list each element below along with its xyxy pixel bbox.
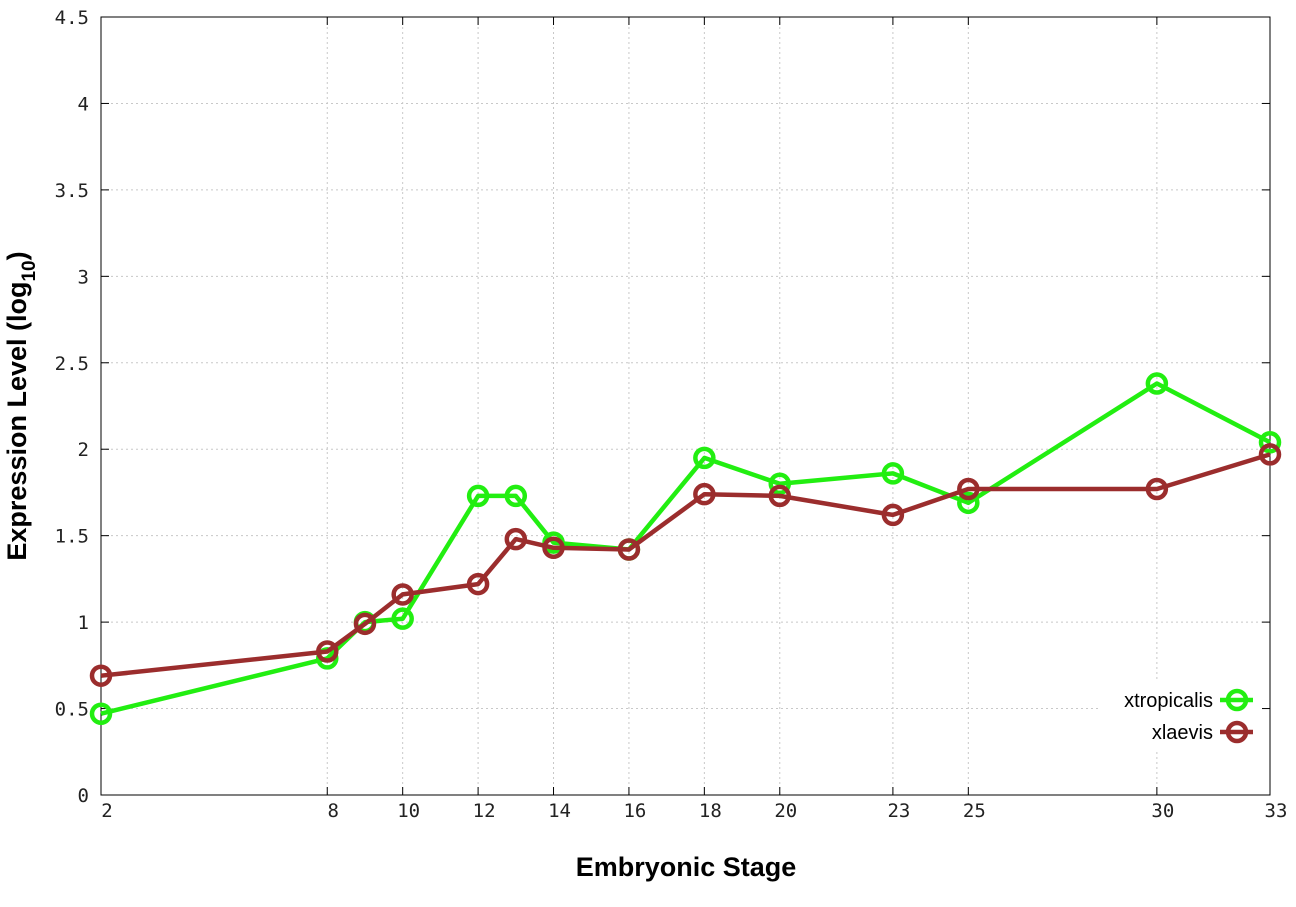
legend-label-xtropicalis: xtropicalis (1124, 690, 1213, 712)
x-tick-label: 16 (623, 800, 646, 822)
data-point-xtropicalis (693, 446, 716, 470)
x-tick-label: 14 (548, 800, 571, 822)
y-tick-label: 0.5 (55, 699, 89, 721)
data-point-xlaevis (1145, 477, 1169, 501)
data-point-xlaevis (1258, 443, 1282, 466)
data-point-xtropicalis (466, 484, 490, 508)
series-group (89, 372, 1282, 725)
legend-marker-xlaevis (1225, 720, 1249, 744)
y-tick-label: 1.5 (55, 526, 89, 548)
gridlines (101, 17, 1270, 795)
plot-frame (100, 16, 1271, 796)
data-point-xlaevis (957, 477, 980, 501)
x-tick-label: 12 (473, 800, 496, 822)
data-point-xlaevis (881, 503, 905, 527)
data-point-xlaevis (617, 538, 641, 561)
data-point-xlaevis (693, 482, 716, 506)
x-tick-label: 30 (1151, 800, 1174, 822)
y-tick-label: 4.5 (55, 7, 89, 29)
x-tick-label: 33 (1265, 800, 1288, 822)
data-point-xtropicalis (504, 484, 528, 508)
y-axis-title: Expression Level (log10) (2, 251, 40, 560)
legend: xtropicalis xlaevis (1100, 680, 1262, 750)
data-point-xtropicalis (1258, 431, 1282, 454)
y-tick-label: 1 (78, 612, 89, 634)
data-point-xlaevis (391, 583, 414, 606)
x-tick-label: 2 (101, 800, 112, 822)
data-point-xlaevis (353, 612, 377, 636)
series-xlaevis (89, 443, 1282, 687)
y-axis-title-subscript: 10 (19, 260, 40, 281)
y-tick-label: 3.5 (55, 180, 89, 202)
axis-ticks: 0 0.5 1 1.5 2 2.5 3 3.5 4 4.5 2 8 10 12 14 16 18 20 23 25 30… (55, 7, 1288, 822)
x-tick-label: 23 (887, 800, 910, 822)
y-tick-label: 3 (78, 266, 89, 288)
data-point-xtropicalis (768, 472, 792, 496)
legend-marker-xtropicalis (1225, 688, 1249, 712)
y-tick-label: 2.5 (55, 353, 89, 375)
data-point-xlaevis (316, 640, 339, 663)
legend-label-xlaevis: xlaevis (1152, 722, 1213, 744)
x-tick-label: 8 (328, 800, 339, 822)
data-point-xtropicalis (957, 491, 980, 515)
x-tick-label: 10 (397, 800, 420, 822)
data-point-xlaevis (466, 572, 490, 596)
x-tick-label: 25 (963, 800, 986, 822)
data-point-xtropicalis (881, 462, 905, 485)
y-tick-label: 4 (78, 93, 89, 115)
x-tick-label: 18 (699, 800, 722, 822)
data-point-xtropicalis (391, 607, 414, 630)
series-xtropicalis (89, 372, 1282, 725)
series-line-xtropicalis (100, 381, 1272, 716)
x-tick-label: 20 (774, 800, 797, 822)
data-point-xlaevis (768, 484, 792, 508)
series-line-xlaevis (100, 452, 1271, 678)
data-point-xlaevis (542, 536, 565, 560)
y-tick-label: 2 (78, 439, 89, 461)
data-point-xlaevis (504, 527, 528, 551)
y-tick-label: 0 (78, 785, 89, 807)
data-point-xlaevis (89, 664, 113, 687)
x-axis-title: Embryonic Stage (576, 852, 797, 882)
data-point-xtropicalis (89, 702, 113, 725)
data-point-xtropicalis (1145, 372, 1169, 395)
